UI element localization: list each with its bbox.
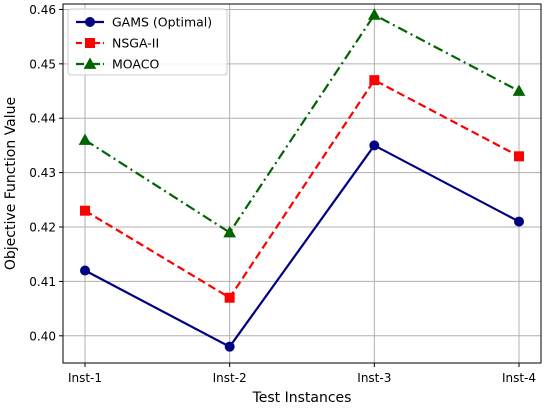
- x-tick-label: Inst-3: [357, 371, 391, 385]
- series-line: [84, 13, 520, 234]
- x-tick-label: Inst-2: [213, 371, 247, 385]
- data-point: [78, 133, 92, 145]
- x-tick-label: Inst-4: [502, 371, 536, 385]
- data-point: [514, 216, 524, 227]
- plot-frame: [62, 3, 542, 364]
- legend-label: MOACO: [112, 57, 159, 72]
- x-axis-label: Test Instances: [252, 390, 352, 406]
- data-point: [514, 151, 524, 162]
- legend-label: NSGA-II: [112, 36, 159, 51]
- legend-item: NSGA-II: [76, 36, 159, 51]
- y-tick-label: 0.41: [29, 275, 56, 289]
- series-0: [80, 140, 524, 352]
- data-point: [224, 341, 235, 352]
- y-tick-label: 0.44: [29, 112, 56, 126]
- data-point: [224, 292, 235, 303]
- series-2: [78, 8, 526, 238]
- y-axis-label: Objective Function Value: [3, 97, 19, 270]
- legend-label: GAMS (Optimal): [112, 15, 212, 30]
- series-line: [84, 78, 520, 300]
- data-point: [80, 205, 90, 216]
- series-1: [80, 75, 524, 303]
- legend-box: [67, 8, 228, 76]
- y-tick-label: 0.46: [29, 3, 56, 17]
- series-layer: [78, 8, 526, 352]
- y-tick-label: 0.40: [29, 329, 56, 343]
- legend-item: GAMS (Optimal): [76, 15, 212, 30]
- y-tick-label: 0.45: [29, 57, 56, 71]
- ticks: 0.40 0.41 0.42 0.43 0.44 0.45 0.46 Inst-1 Inst-2…: [29, 3, 536, 385]
- y-tick-label: 0.43: [29, 166, 56, 180]
- x-tick-label: Inst-1: [68, 371, 102, 385]
- data-point: [369, 140, 380, 151]
- y-tick-label: 0.42: [29, 221, 56, 235]
- data-point: [369, 75, 380, 86]
- legend-marker: [85, 17, 95, 27]
- legend-marker: [85, 38, 95, 48]
- data-point: [223, 225, 237, 238]
- data-point: [367, 8, 381, 20]
- legend: GAMS (Optimal) NSGA-II MOACO: [67, 8, 228, 76]
- legend-marker: [83, 57, 97, 69]
- legend-item: MOACO: [76, 57, 159, 72]
- data-point: [80, 265, 90, 276]
- data-point: [512, 84, 526, 96]
- series-line: [84, 144, 520, 349]
